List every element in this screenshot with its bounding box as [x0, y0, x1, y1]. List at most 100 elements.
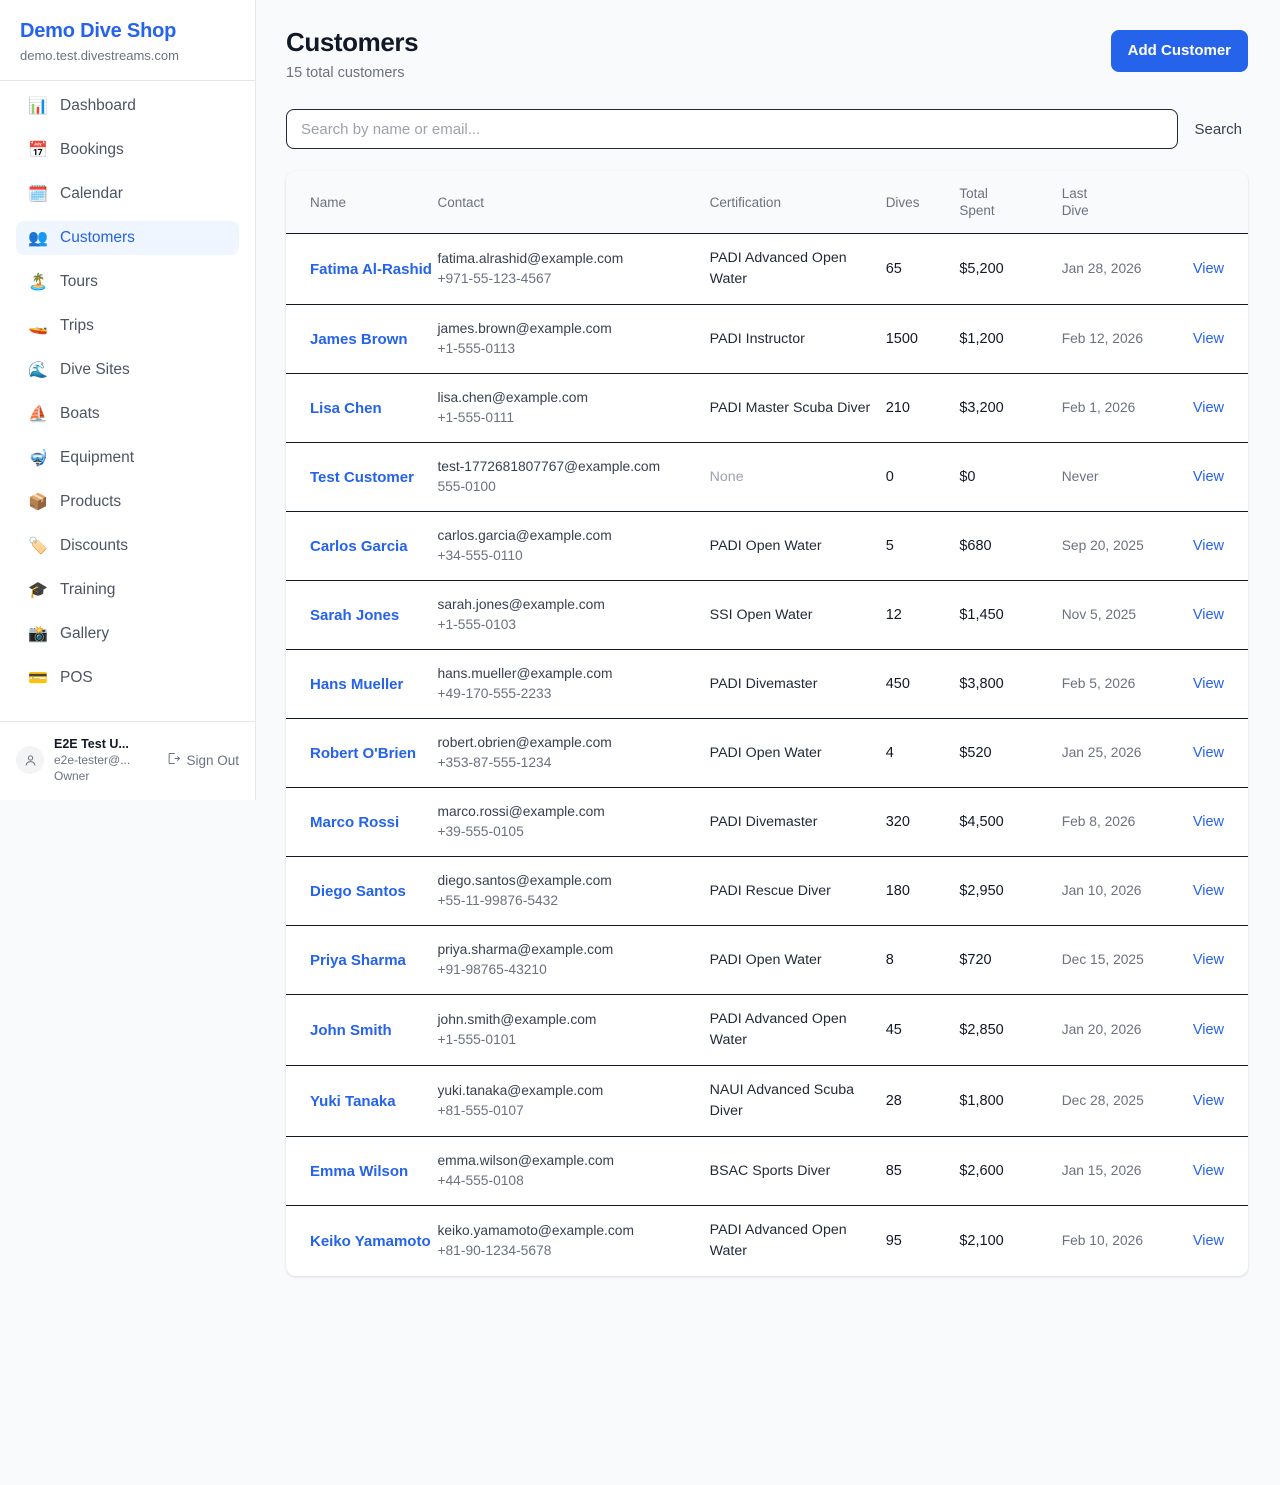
- cell-name: Marco Rossi: [286, 787, 438, 857]
- view-link[interactable]: View: [1192, 676, 1224, 692]
- cell-dives: 180: [885, 856, 960, 926]
- view-link[interactable]: View: [1192, 952, 1224, 968]
- sidebar-item-label: Tours: [60, 273, 98, 290]
- sidebar-item-boats[interactable]: ⛵ Boats: [16, 397, 239, 431]
- customer-name-link[interactable]: Yuki Tanaka: [310, 1092, 396, 1110]
- sidebar-item-pos[interactable]: 💳 POS: [16, 661, 239, 695]
- sidebar-item-discounts[interactable]: 🏷️ Discounts: [16, 529, 239, 563]
- table-row: Carlos Garcia carlos.garcia@example.com +3…: [286, 511, 1248, 581]
- view-link[interactable]: View: [1192, 883, 1224, 899]
- sidebar-item-label: Equipment: [60, 449, 135, 466]
- table-row: Priya Sharma priya.sharma@example.com +91-…: [286, 925, 1248, 995]
- table-row: James Brown james.brown@example.com +1-555…: [286, 304, 1248, 374]
- view-link[interactable]: View: [1192, 1093, 1224, 1109]
- view-link[interactable]: View: [1192, 261, 1224, 277]
- customer-email: keiko.yamamoto@example.com: [437, 1223, 634, 1238]
- customer-phone: +1-555-0101: [437, 1032, 517, 1047]
- customer-name-link[interactable]: Emma Wilson: [310, 1162, 409, 1180]
- view-link[interactable]: View: [1192, 469, 1224, 485]
- certification-value: PADI Open Water: [709, 537, 822, 554]
- view-link[interactable]: View: [1192, 745, 1224, 761]
- cell-name: James Brown: [286, 304, 438, 374]
- cell-dives: 65: [885, 233, 960, 305]
- customer-name-link[interactable]: Lisa Chen: [310, 399, 382, 417]
- cell-actions: View: [1153, 373, 1248, 443]
- customer-email: carlos.garcia@example.com: [437, 528, 612, 543]
- cell-name: Sarah Jones: [286, 580, 438, 650]
- customer-name-link[interactable]: James Brown: [310, 330, 408, 348]
- view-link[interactable]: View: [1192, 331, 1224, 347]
- view-link[interactable]: View: [1192, 814, 1224, 830]
- cell-last-dive: Jan 10, 2026: [1061, 856, 1154, 926]
- cell-contact: james.brown@example.com +1-555-0113: [437, 304, 710, 374]
- view-link[interactable]: View: [1192, 1022, 1224, 1038]
- certification-value: SSI Open Water: [709, 606, 813, 623]
- sidebar-item-calendar[interactable]: 🗓️ Calendar: [16, 177, 239, 211]
- customer-name-link[interactable]: Fatima Al-Rashid: [310, 260, 432, 278]
- customer-name-link[interactable]: Keiko Yamamoto: [310, 1232, 431, 1250]
- cell-actions: View: [1153, 925, 1248, 995]
- sidebar-item-label: Discounts: [60, 537, 129, 554]
- sidebar-item-gallery[interactable]: 📸 Gallery: [16, 617, 239, 651]
- customer-phone: +81-555-0107: [437, 1103, 524, 1118]
- sidebar-item-label: Trips: [60, 317, 94, 334]
- column-header-actions: [1153, 171, 1248, 234]
- view-link[interactable]: View: [1192, 400, 1224, 416]
- certification-value: PADI Instructor: [709, 330, 805, 347]
- sidebar-item-products[interactable]: 📦 Products: [16, 485, 239, 519]
- cell-total-spent: $520: [959, 718, 1062, 788]
- table-row: John Smith john.smith@example.com +1-555-0…: [286, 994, 1248, 1066]
- cell-last-dive: Jan 15, 2026: [1061, 1136, 1154, 1206]
- column-header-last-dive: Last Dive: [1061, 171, 1154, 234]
- sidebar-item-bookings[interactable]: 📅 Bookings: [16, 133, 239, 167]
- customer-name-link[interactable]: Hans Mueller: [310, 675, 404, 693]
- view-link[interactable]: View: [1192, 1233, 1224, 1249]
- customer-name-link[interactable]: Test Customer: [310, 468, 414, 486]
- customer-name-link[interactable]: Priya Sharma: [310, 951, 406, 969]
- cell-total-spent: $2,850: [959, 994, 1062, 1066]
- customer-name-link[interactable]: Diego Santos: [310, 882, 406, 900]
- view-link[interactable]: View: [1192, 1163, 1224, 1179]
- customer-name-link[interactable]: John Smith: [310, 1021, 392, 1039]
- calendar-icon: 🗓️: [28, 184, 48, 203]
- cell-contact: fatima.alrashid@example.com +971-55-123-4…: [437, 233, 710, 305]
- sidebar-item-dashboard[interactable]: 📊 Dashboard: [16, 89, 239, 123]
- sidebar-item-trips[interactable]: 🚤 Trips: [16, 309, 239, 343]
- view-link[interactable]: View: [1192, 538, 1224, 554]
- cell-certification: None: [709, 442, 886, 512]
- cell-actions: View: [1153, 580, 1248, 650]
- cell-contact: keiko.yamamoto@example.com +81-90-1234-56…: [437, 1206, 709, 1277]
- cell-contact: carlos.garcia@example.com +34-555-0110: [437, 511, 710, 581]
- customer-phone: +49-170-555-2233: [437, 686, 552, 701]
- sidebar-item-customers[interactable]: 👥 Customers: [16, 221, 239, 255]
- search-input[interactable]: [286, 109, 1179, 149]
- sidebar-item-dive-sites[interactable]: 🌊 Dive Sites: [16, 353, 239, 387]
- cell-actions: View: [1153, 1136, 1248, 1206]
- cell-contact: yuki.tanaka@example.com +81-555-0107: [437, 1065, 710, 1137]
- cell-total-spent: $1,200: [959, 304, 1062, 374]
- sidebar-item-equipment[interactable]: 🤿 Equipment: [16, 441, 239, 475]
- cell-contact: john.smith@example.com +1-555-0101: [437, 994, 710, 1066]
- certification-value: PADI Rescue Diver: [709, 882, 831, 899]
- certification-value: NAUI Advanced Scuba Diver: [709, 1082, 854, 1119]
- cell-actions: View: [1153, 233, 1248, 305]
- user-name: E2E Test U...: [54, 737, 129, 751]
- sidebar: Demo Dive Shop demo.test.divestreams.com…: [0, 0, 256, 800]
- sidebar-item-tours[interactable]: 🏝️ Tours: [16, 265, 239, 299]
- customer-phone: +91-98765-43210: [437, 962, 547, 977]
- view-link[interactable]: View: [1192, 607, 1224, 623]
- customer-name-link[interactable]: Sarah Jones: [310, 606, 400, 624]
- customer-name-link[interactable]: Marco Rossi: [310, 813, 400, 831]
- customer-name-link[interactable]: Carlos Garcia: [310, 537, 408, 555]
- column-header-dives: Dives: [885, 171, 960, 234]
- certification-value: PADI Master Scuba Diver: [709, 399, 871, 416]
- cell-dives: 4: [885, 718, 960, 788]
- search-button[interactable]: Search: [1192, 121, 1248, 138]
- cell-certification: SSI Open Water: [709, 580, 886, 650]
- add-customer-button[interactable]: Add Customer: [1110, 30, 1248, 72]
- customer-name-link[interactable]: Robert O'Brien: [310, 744, 417, 762]
- cell-actions: View: [1153, 718, 1248, 788]
- sidebar-item-training[interactable]: 🎓 Training: [16, 573, 239, 607]
- user-profile: E2E Test U... e2e-tester@... Owner Sign …: [0, 721, 255, 800]
- sign-out-button[interactable]: Sign Out: [166, 751, 239, 769]
